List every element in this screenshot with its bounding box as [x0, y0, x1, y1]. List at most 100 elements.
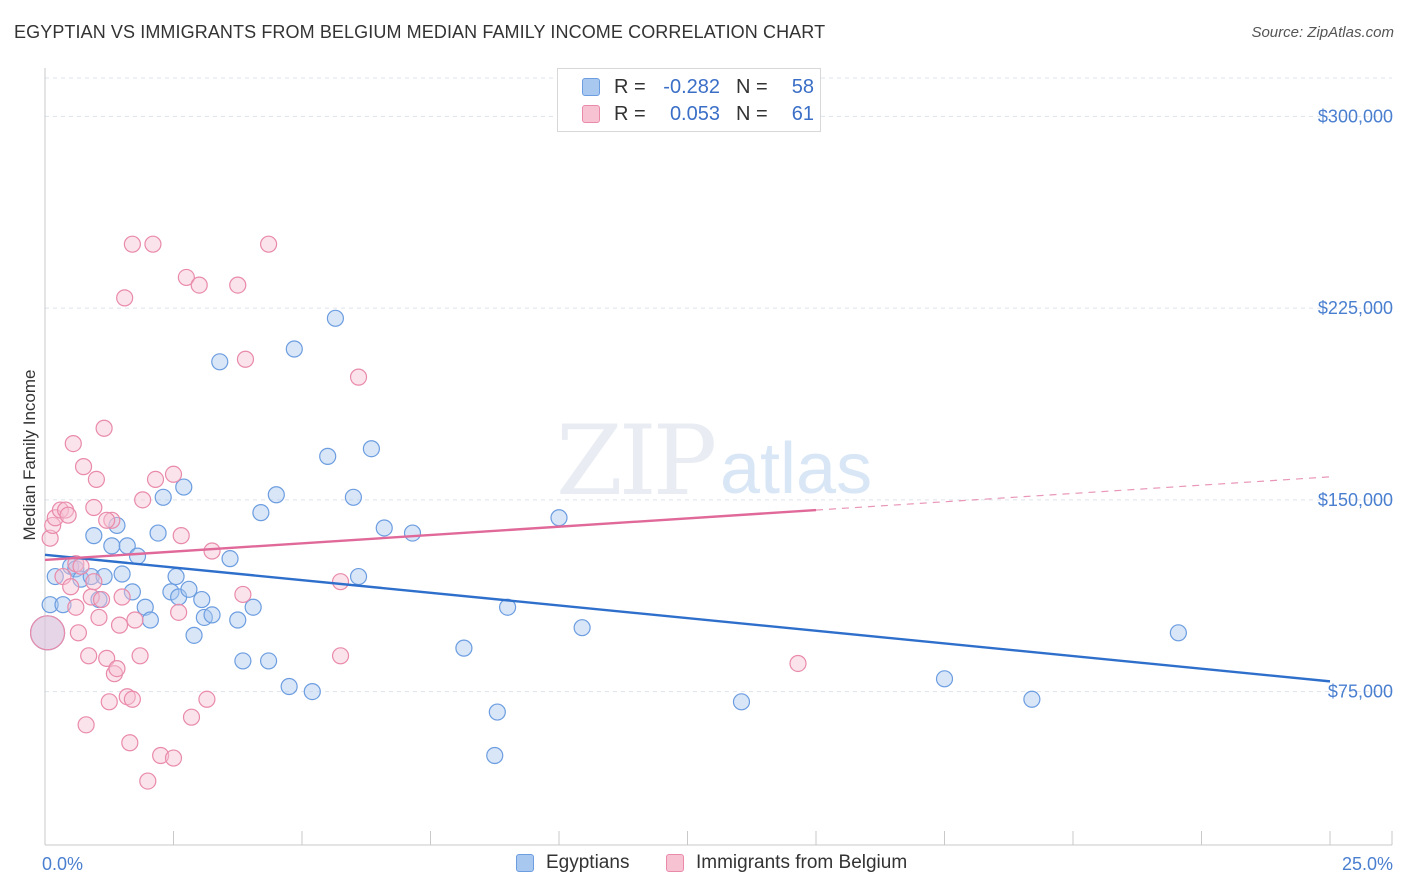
point-belgium — [80, 647, 98, 665]
chart-title: EGYPTIAN VS IMMIGRANTS FROM BELGIUM MEDI… — [14, 22, 826, 42]
point-belgium — [29, 615, 66, 651]
point-belgium — [146, 470, 165, 488]
point-egyptians — [185, 626, 203, 644]
legend-n-label: N = — [736, 75, 768, 98]
legend-n-value: 61 — [791, 102, 814, 125]
point-belgium — [789, 654, 807, 673]
x-tick-labels: 0.0% 25.0% — [42, 854, 1393, 874]
point-belgium — [85, 573, 103, 591]
point-belgium — [98, 511, 116, 529]
y-tick-label: $150,000 — [1318, 490, 1393, 510]
point-egyptians — [259, 652, 278, 670]
point-egyptians — [211, 353, 229, 371]
point-belgium — [259, 235, 278, 253]
point-belgium — [103, 511, 121, 529]
point-belgium — [62, 578, 80, 596]
point-egyptians — [267, 486, 285, 504]
legend-label-belgium: Immigrants from Belgium — [696, 852, 908, 873]
point-belgium — [98, 649, 116, 667]
legend-item-egyptians: Egyptians — [516, 852, 629, 874]
point-belgium — [110, 616, 129, 634]
point-egyptians — [244, 598, 262, 616]
y-axis-label: Median Family Income — [20, 369, 39, 540]
point-egyptians — [149, 524, 167, 542]
point-egyptians — [203, 606, 221, 624]
y-tick-label: $300,000 — [1318, 106, 1393, 126]
point-egyptians — [175, 478, 193, 496]
point-egyptians — [375, 519, 393, 537]
point-egyptians — [285, 340, 303, 358]
trend-belgium-extension — [815, 476, 1331, 511]
trend-belgium — [44, 508, 817, 562]
point-egyptians — [136, 598, 154, 616]
point-egyptians — [1169, 624, 1187, 642]
point-belgium — [41, 529, 59, 547]
point-egyptians — [123, 583, 141, 601]
legend-r-value: -0.282 — [663, 75, 720, 98]
point-egyptians — [303, 682, 321, 701]
point-belgium — [164, 465, 183, 483]
point-belgium — [92, 590, 111, 609]
point-belgium — [77, 716, 95, 734]
point-egyptians — [349, 567, 368, 586]
point-egyptians — [319, 447, 337, 465]
legend-swatch-belgium — [666, 854, 684, 872]
point-egyptians — [486, 746, 504, 765]
point-egyptians — [488, 703, 506, 721]
point-egyptians — [54, 596, 72, 614]
point-egyptians — [1023, 690, 1041, 708]
point-belgium — [123, 235, 141, 253]
point-belgium — [108, 659, 126, 678]
legend-swatch-egyptians — [582, 78, 600, 96]
point-belgium — [203, 542, 221, 560]
point-belgium — [198, 690, 216, 708]
point-belgium — [95, 419, 113, 437]
source-label: Source: ZipAtlas.com — [1251, 24, 1394, 41]
point-belgium — [331, 573, 350, 591]
point-belgium — [85, 498, 103, 517]
point-belgium — [64, 435, 82, 453]
point-egyptians — [95, 567, 113, 586]
point-egyptians — [113, 565, 131, 583]
point-belgium — [234, 585, 252, 604]
point-belgium — [113, 588, 131, 606]
point-belgium — [236, 350, 255, 368]
y-tick-label: $75,000 — [1328, 682, 1393, 702]
point-egyptians — [573, 619, 591, 637]
data-points — [29, 235, 1187, 790]
point-belgium — [170, 603, 188, 621]
point-belgium — [72, 557, 90, 575]
point-belgium — [177, 268, 195, 287]
point-belgium — [331, 647, 350, 665]
point-belgium — [172, 527, 190, 545]
point-belgium — [164, 749, 183, 767]
point-belgium — [190, 276, 208, 294]
point-belgium — [123, 690, 141, 708]
point-belgium — [100, 693, 118, 711]
point-belgium — [126, 611, 144, 629]
legend-n-label: N = — [736, 102, 768, 125]
point-egyptians — [154, 488, 172, 506]
point-egyptians — [180, 580, 198, 598]
point-belgium — [116, 289, 134, 307]
point-belgium — [144, 235, 162, 253]
point-egyptians — [221, 550, 239, 568]
point-egyptians — [550, 509, 568, 527]
point-egyptians — [252, 504, 270, 522]
point-egyptians — [229, 611, 247, 629]
point-egyptians — [403, 524, 422, 542]
legend-r-label: R = — [614, 102, 646, 125]
watermark-zip: ZIP — [556, 405, 717, 517]
y-tick-label: $225,000 — [1318, 298, 1393, 318]
point-egyptians — [326, 309, 345, 327]
legend-row-belgium: R = 0.053 N = 61 — [582, 101, 814, 127]
point-egyptians — [234, 652, 252, 670]
point-belgium — [182, 708, 201, 726]
point-belgium — [229, 276, 247, 294]
point-belgium — [152, 746, 170, 765]
legend-row-egyptians: R = -0.282 N = 58 — [582, 74, 814, 100]
legend-r-label: R = — [614, 75, 646, 98]
correlation-legend: R = -0.282 N = 58 R = 0.053 N = 61 — [557, 68, 821, 132]
trend-egyptians — [44, 553, 1331, 683]
